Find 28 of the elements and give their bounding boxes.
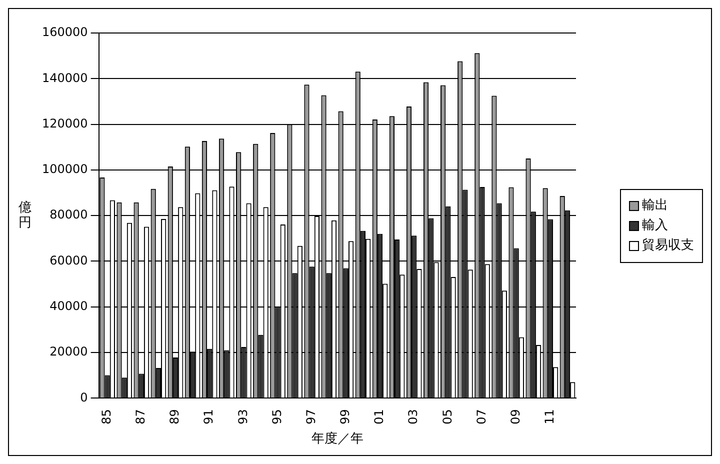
x-tick-label: 03 [406,409,420,424]
x-tick-label: 95 [270,409,284,424]
y-tick-label: 0 [80,390,88,404]
x-tick-label: 97 [304,409,318,424]
x-tick-label: 85 [99,409,114,424]
y-tick-label: 80000 [50,208,88,222]
y-tick-label: 120000 [42,116,88,130]
x-tick-label: 93 [236,409,250,424]
x-tick-label: 99 [338,409,352,424]
x-tick-label: 09 [508,409,522,424]
x-tick-label: 11 [542,409,557,424]
x-tick-label: 87 [134,409,148,424]
x-tick-label: 07 [474,409,488,424]
y-tick-label: 60000 [50,253,88,268]
x-axis-title: 年度／年 [311,430,364,447]
legend-label: 輸入 [642,217,668,235]
x-tick-label: 01 [372,409,386,424]
y-tick-label: 40000 [50,298,88,313]
x-tick-label: 05 [440,409,454,424]
text: 貿易収支 [642,237,694,255]
y-tick-label: 140000 [42,70,88,85]
x-tick-label: 89 [168,409,182,424]
x-tick-label: 91 [202,409,216,424]
y-axis-title: 億円 [18,200,32,230]
legend-label: 輸出 [642,197,668,215]
y-tick-label: 160000 [42,25,88,40]
y-tick-label: 20000 [50,344,88,359]
y-tick-label: 100000 [42,162,88,176]
